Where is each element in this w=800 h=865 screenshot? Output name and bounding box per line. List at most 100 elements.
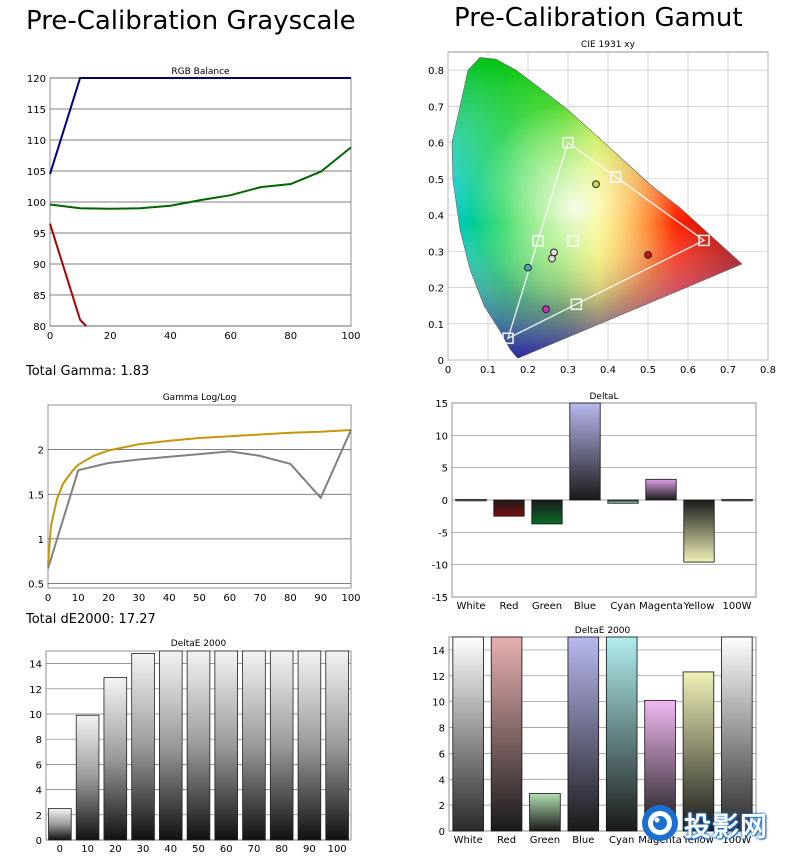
de-gray-ytick-label: 0 [36,836,42,847]
de-gray-ytick-label: 14 [29,660,42,671]
delta_l-bar [683,499,715,563]
gamut-heading: Pre-Calibration Gamut [454,3,743,33]
cie-ytick-label: 0.6 [428,139,444,150]
gamma-xtick-label: 60 [223,593,236,604]
de_gamut-xtick-label: Yellow [682,835,714,846]
cie-measured-point [524,263,532,272]
gamma-xtick-label: 30 [133,593,146,604]
delta_l-xtick-label: Red [500,601,519,612]
gamma-xtick-label: 40 [163,593,176,604]
rgb-ytick-label: 80 [33,322,46,333]
delta_l-bar [531,499,563,525]
de_gamut-ytick-label: 10 [432,698,445,709]
gamma-xtick-label: 80 [284,593,297,604]
total-gamma-label: Total Gamma: 1.83 [26,364,150,379]
de_gamut-ytick-label: 0 [439,827,445,838]
rgb-xtick-label: 40 [164,331,177,342]
rgb-ytick-label: 110 [27,136,46,147]
gamma-ytick-label: 2 [38,446,44,457]
gamma-ytick-label: 0.5 [28,580,44,591]
rgb-ytick-label: 115 [27,105,46,116]
watermark: 投影网 [640,803,790,843]
de_gamut-bar [567,636,600,832]
gamma-series-line-1 [47,429,352,569]
rgb-chart-title: RGB Balance [171,67,230,77]
cie-target-square [609,171,622,183]
de_gamut-bar [452,636,484,832]
de_gamut-ytick-label: 6 [439,749,445,760]
rgb-ytick-label: 105 [27,167,46,178]
delta_l-xtick-label: White [456,601,485,612]
rgb-xtick-label: 60 [224,331,237,342]
gamma-xtick-label: 0 [45,593,51,604]
gamma-ytick-label: 1.5 [28,490,44,501]
delta_l-bar [569,402,601,501]
rgb-ytick-label: 100 [27,198,46,209]
rgb-xtick-label: 80 [284,331,297,342]
delta_l-ytick-label: 0 [442,496,448,507]
de-gray-xtick-label: 100 [328,844,347,855]
de-gray-bar [325,650,349,841]
rgb-series-line-2 [49,223,87,327]
delta_l-ytick-label: 15 [435,399,448,410]
cie-xtick-label: 0 [445,365,451,376]
de_gamut-xtick-label: Cyan [609,835,634,846]
cie-measured-point [644,251,652,259]
grayscale-heading: Pre-Calibration Grayscale [26,6,356,36]
cie-chart-title: CIE 1931 xy [581,40,636,50]
de-gray-xtick-label: 70 [248,844,261,855]
de_gamut-bar [490,636,523,832]
cie-xtick-label: 0.4 [600,365,616,376]
lens-logo-icon [642,805,678,841]
de-gray-xtick-label: 20 [109,844,122,855]
cie-target-square [570,298,583,310]
de_gamut-bar [682,671,715,832]
de-gray-xtick-label: 90 [303,844,316,855]
delta_l-xtick-label: Cyan [610,601,635,612]
cie-xtick-label: 0.8 [760,365,776,376]
rgb-ytick-label: 95 [33,229,46,240]
cie-ytick-label: 0.4 [428,211,444,222]
delta_l-xtick-label: Magenta [639,601,683,612]
delta_l-chart-title: DeltaL [589,392,618,402]
delta_l-bar [721,498,753,502]
de_gamut-ytick-label: 8 [439,724,445,735]
rgb-series-line-1 [49,146,352,210]
de-gray-ytick-label: 12 [29,685,42,696]
de-gray-ytick-label: 10 [29,710,42,721]
de_gamut-chart-title: DeltaE 2000 [575,626,631,636]
gamma-plot-frame [47,404,352,589]
delta_l-ytick-label: -10 [432,561,448,572]
de_gamut-bar [529,793,561,832]
delta_l-bar [493,499,525,517]
de_gamut-ytick-label: 2 [439,801,445,812]
de-gray-xtick-label: 60 [220,844,233,855]
delta_l-ytick-label: -5 [438,528,448,539]
gamma-xtick-label: 90 [314,593,327,604]
de-gray-xtick-label: 30 [137,844,150,855]
de-gray-ytick-label: 4 [36,786,42,797]
watermark-text: 投影网 [684,812,768,843]
delta_l-bar [607,499,639,504]
delta_l-ytick-label: 5 [442,464,448,475]
cie-measured-point [542,305,550,314]
de_gamut-xtick-label: Blue [572,835,594,846]
rgb-ytick-label: 120 [27,74,46,85]
cie-target-square [532,235,544,247]
cie-xtick-label: 0.6 [680,365,696,376]
delta_l-xtick-label: 100W [723,601,752,612]
gamma-xtick-label: 20 [102,593,115,604]
cie-ytick-label: 0.7 [428,102,444,113]
cie-ytick-label: 0.3 [428,247,444,258]
cie-target-square [698,234,710,247]
cie-target-square [502,332,514,344]
gamma-series-line-0 [47,429,352,566]
cie-target-square [562,136,574,149]
cie-xtick-label: 0.2 [520,365,536,376]
cie-ytick-label: 0.5 [428,175,444,186]
de-gray-bar [186,650,211,841]
de_gamut-xtick-label: Red [497,835,516,846]
de-gray-bar [103,677,128,841]
de_gamut-bar [605,636,638,832]
